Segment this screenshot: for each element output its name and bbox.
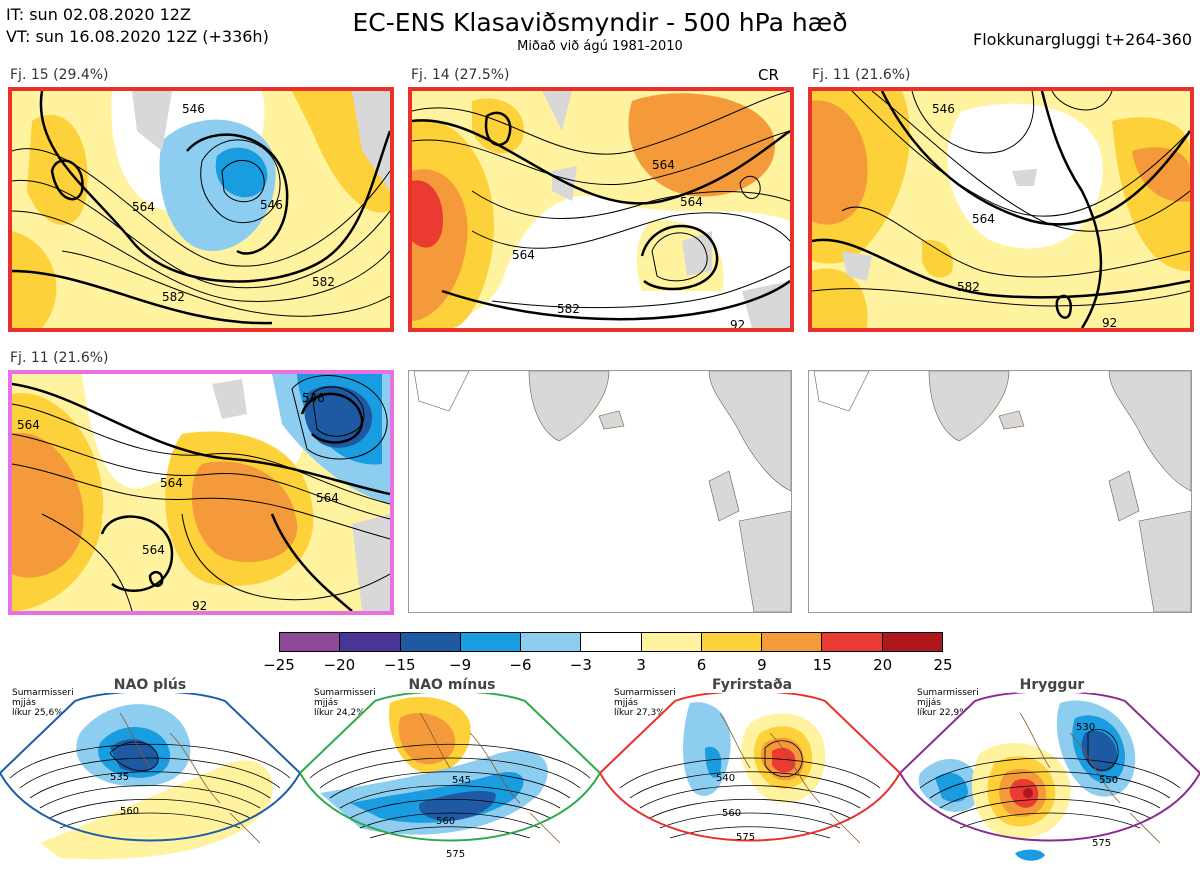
colorbar-swatch <box>822 633 883 651</box>
contour-label: 530 <box>1076 722 1095 733</box>
regime-info-ridge: Sumarmisseri mjjás líkur 22,9% <box>917 688 979 718</box>
cluster-map-3: 546 564 582 92 <box>808 87 1194 332</box>
regime-probability: líkur 27,3% <box>614 708 665 718</box>
regime-info-nao-plus: Sumarmisseri mjjás líkur 25,6% <box>12 688 74 718</box>
valid-time: VT: sun 16.08.2020 12Z (+336h) <box>6 27 269 46</box>
regime-season: Sumarmisseri <box>614 688 676 698</box>
contour-label: 564 <box>132 200 155 214</box>
contour-label: 92 <box>1102 316 1117 328</box>
colorbar <box>279 632 943 652</box>
contour-label: 92 <box>730 318 745 328</box>
contour-label: 564 <box>652 158 675 172</box>
contour-label: 564 <box>142 543 165 557</box>
regime-title-nao-minus: NAO mínus <box>408 677 496 693</box>
colorbar-swatch <box>521 633 582 651</box>
contour-label: 582 <box>162 290 185 304</box>
colorbar-tick-label: −3 <box>569 656 592 674</box>
colorbar-swatch <box>762 633 823 651</box>
panel-2-label: Fj. 14 (27.5%) <box>411 67 510 83</box>
contour-label: 546 <box>932 102 955 116</box>
contour-label: 550 <box>1099 775 1118 786</box>
regime-map-nao-plus: 535 560 <box>0 693 300 860</box>
colorbar-tick-label: 9 <box>757 656 767 674</box>
colorbar-tick-label: −9 <box>449 656 472 674</box>
contour-label: 564 <box>680 195 703 209</box>
contour-label: 575 <box>736 832 755 843</box>
empty-map-5 <box>408 370 792 613</box>
regime-status: mjjás <box>314 698 338 708</box>
empty-map-6 <box>808 370 1192 613</box>
panel-2-tag: CR <box>758 66 779 84</box>
colorbar-tick-label: 15 <box>812 656 832 674</box>
regime-info-blocking: Sumarmisseri mjjás líkur 27,3% <box>614 688 676 718</box>
regime-probability: líkur 25,6% <box>12 708 63 718</box>
colorbar-swatch <box>340 633 401 651</box>
colorbar-tick-label: 20 <box>873 656 893 674</box>
page-title: EC-ENS Klasaviðsmyndir - 500 hPa hæð <box>352 8 848 37</box>
contour-label: 92 <box>192 599 207 611</box>
contour-label: 560 <box>120 806 139 817</box>
colorbar-swatch <box>460 633 522 651</box>
cluster-map-1: 546 564 546 582 582 <box>8 87 394 332</box>
colorbar-tick-label: −25 <box>263 656 295 674</box>
contour-label: 575 <box>1092 838 1111 849</box>
panel-4-label: Fj. 11 (21.6%) <box>10 350 109 366</box>
contour-label: 582 <box>312 275 335 289</box>
regime-season: Sumarmisseri <box>917 688 979 698</box>
contour-label: 546 <box>260 198 283 212</box>
colorbar-swatch <box>641 633 702 651</box>
contour-label: 575 <box>446 849 465 860</box>
panel-1-label: Fj. 15 (29.4%) <box>10 67 109 83</box>
contour-label: 546 <box>182 102 205 116</box>
classification-window: Flokkunargluggi t+264-360 <box>973 30 1192 49</box>
colorbar-swatch <box>701 633 763 651</box>
regime-title-nao-plus: NAO plús <box>113 677 187 693</box>
regime-title-blocking: Fyrirstaða <box>711 677 793 693</box>
colorbar-swatch <box>581 633 642 651</box>
colorbar-tick-label: 6 <box>696 656 707 674</box>
panel-3-label: Fj. 11 (21.6%) <box>812 67 911 83</box>
colorbar-tick-label: 25 <box>933 656 953 674</box>
contour-label: 545 <box>452 775 471 786</box>
init-time: IT: sun 02.08.2020 12Z <box>6 5 191 24</box>
regime-season: Sumarmisseri <box>314 688 376 698</box>
regime-probability: líkur 22,9% <box>917 708 968 718</box>
page-subtitle: Miðað við ágú 1981-2010 <box>517 39 683 54</box>
regime-title-ridge: Hryggur <box>1019 677 1085 693</box>
contour-label: 582 <box>557 302 580 316</box>
contour-label: 560 <box>722 808 741 819</box>
colorbar-swatch <box>280 633 341 651</box>
run-times: IT: sun 02.08.2020 12Z VT: sun 16.08.202… <box>6 4 269 48</box>
colorbar-swatch <box>400 633 461 651</box>
regime-status: mjjás <box>917 698 941 708</box>
regime-status: mjjás <box>614 698 638 708</box>
regime-probability: líkur 24,2% <box>314 708 365 718</box>
cluster-map-2: 564 564 564 582 92 <box>408 87 794 332</box>
regime-season: Sumarmisseri <box>12 688 74 698</box>
contour-label: 582 <box>957 280 980 294</box>
regime-map-nao-minus: 545 560 575 <box>300 693 600 860</box>
regime-status: mjjás <box>12 698 36 708</box>
colorbar-swatch <box>882 633 942 651</box>
colorbar-ticks: −25 −20 −15 −9 −6 −3 3 6 9 15 20 25 <box>0 656 1200 676</box>
contour-label: 564 <box>512 248 535 262</box>
contour-label: 564 <box>17 418 40 432</box>
contour-label: 546 <box>302 391 325 405</box>
colorbar-tick-label: −15 <box>383 656 416 674</box>
contour-label: 560 <box>436 816 455 827</box>
regime-map-blocking: 540 560 575 <box>600 693 900 844</box>
regime-info-nao-minus: Sumarmisseri mjjás líkur 24,2% <box>314 688 376 718</box>
contour-label: 540 <box>716 773 735 784</box>
colorbar-tick-label: 3 <box>636 656 646 674</box>
contour-label: 564 <box>160 476 183 490</box>
regime-map-ridge: 530 550 575 <box>900 693 1200 861</box>
colorbar-tick-label: −6 <box>509 656 532 674</box>
contour-label: 564 <box>316 491 339 505</box>
cluster-map-4: 546 564 564 564 564 92 <box>8 370 394 615</box>
colorbar-tick-label: −20 <box>323 656 356 674</box>
contour-label: 564 <box>972 212 995 226</box>
contour-label: 535 <box>110 772 129 783</box>
